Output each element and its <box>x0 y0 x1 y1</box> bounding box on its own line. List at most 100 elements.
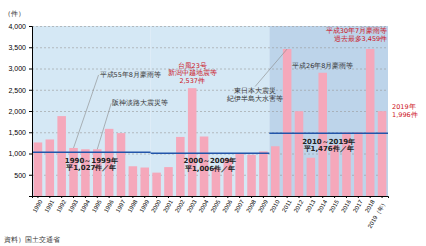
x-tick: 1993 <box>67 196 79 214</box>
y-tick: 4,000 <box>8 23 32 30</box>
x-tick: 2003 <box>186 196 198 214</box>
y-tick-label: 500 <box>14 171 26 178</box>
x-tick-mark <box>73 196 74 198</box>
x-tick-mark <box>370 196 371 198</box>
bar <box>354 132 363 196</box>
y-tick-mark <box>29 47 32 48</box>
x-tick: 1992 <box>55 196 67 214</box>
x-tick-label: 2013 <box>305 198 317 213</box>
y-tick-label: 1,500 <box>8 129 26 136</box>
x-tick-label: 2002 <box>174 198 186 213</box>
x-tick-mark <box>334 196 335 198</box>
x-tick-mark <box>382 196 383 198</box>
y-axis-line <box>29 27 33 197</box>
x-tick-mark <box>358 196 359 198</box>
x-tick-mark <box>121 196 122 198</box>
bar <box>46 139 55 196</box>
average-line <box>151 152 270 154</box>
bar <box>247 155 256 196</box>
bar <box>152 173 161 196</box>
x-tick-mark <box>85 196 86 198</box>
x-tick: 2005 <box>210 196 222 214</box>
x-tick: 2011 <box>281 196 293 213</box>
bar <box>235 153 244 196</box>
grid <box>32 27 388 176</box>
x-tick-label: 2016 <box>340 198 352 213</box>
x-tick-mark <box>156 196 157 198</box>
bar <box>259 151 268 196</box>
x-tick-label: 2004 <box>198 198 210 213</box>
x-tick: 1998 <box>127 196 139 214</box>
x-tick-label: 1993 <box>67 198 79 213</box>
bar <box>34 142 43 196</box>
y-tick-mark <box>29 26 32 27</box>
x-tick-label: 1994 <box>79 198 91 213</box>
x-tick-label: 1992 <box>55 198 67 213</box>
average-line <box>269 133 388 135</box>
chart: 5001,0001,5002,0002,5003,0003,5004,00019… <box>0 0 426 246</box>
bar <box>283 49 292 196</box>
x-tick: 1996 <box>103 196 115 214</box>
x-tick-label: 2017 <box>352 198 364 213</box>
period-label-line: 平1,027件／年 <box>65 164 116 172</box>
x-tick: 2016 <box>340 196 352 214</box>
y-tick-mark <box>29 154 32 155</box>
x-tick: 2010 <box>269 196 281 214</box>
x-tick-label: 2012 <box>293 198 305 213</box>
period-label-line: 平1,006件／年 <box>184 165 235 173</box>
x-tick: 2000 <box>150 196 162 214</box>
bar <box>366 49 375 196</box>
grid-tick <box>32 111 388 112</box>
bar <box>318 73 327 196</box>
x-tick-label: 2000 <box>150 198 162 213</box>
x-tick-label: 2015 <box>328 198 340 213</box>
x-tick-mark <box>97 196 98 198</box>
y-tick-label: 3,000 <box>8 65 26 72</box>
bar <box>140 168 149 196</box>
x-tick: 2013 <box>305 196 317 214</box>
bar <box>164 167 173 196</box>
x-tick-mark <box>251 196 252 198</box>
y-tick: 500 <box>14 171 32 178</box>
marks <box>32 49 388 196</box>
bar <box>188 88 197 196</box>
x-tick-mark <box>310 196 311 198</box>
x-tick: 2008 <box>245 196 257 214</box>
x-tick: 2004 <box>198 196 210 214</box>
y-tick-mark <box>29 175 32 176</box>
y-tick-label: 2,000 <box>8 108 26 115</box>
x-tick-mark <box>346 196 347 198</box>
period-label: 1990～1999年平1,027件／年 <box>65 157 118 173</box>
x-tick: 1990 <box>32 196 44 214</box>
grid-line <box>32 111 388 112</box>
x-tick-mark <box>49 196 50 198</box>
y-tick-mark <box>29 111 32 112</box>
x-tick-label: 2005 <box>210 198 222 213</box>
x-tick-mark <box>227 196 228 198</box>
annotation-line: 紀伊半島大水害等 <box>227 95 283 103</box>
x-tick-label: 1997 <box>115 198 127 213</box>
leaders <box>74 49 288 149</box>
y-tick: 1,000 <box>8 150 32 157</box>
annotation: 平成30年7月豪雨等過去最多3,459件 <box>326 27 387 43</box>
x-tick-label: 1998 <box>127 198 139 213</box>
x-tick-mark <box>215 196 216 198</box>
x-tick-mark <box>61 196 62 198</box>
annotation-line: 2,537件 <box>179 77 205 85</box>
annotation-leader <box>97 103 111 149</box>
y-tick: 3,000 <box>8 65 32 72</box>
x-tick-mark <box>180 196 181 198</box>
x-tick: 2009 <box>257 196 269 214</box>
texts: 1990～1999年平1,027件／年2000～2009年平1,006件／年20… <box>65 27 418 173</box>
x-tick: 2001 <box>162 196 174 214</box>
bar <box>295 111 304 196</box>
x-tick: 2015 <box>328 196 340 214</box>
x-tick-label: 1995 <box>91 198 103 213</box>
source: 資料）国土交通省 <box>4 236 60 244</box>
x-tick-mark <box>37 196 38 198</box>
x-axis-line <box>33 197 389 199</box>
y-tick-mark <box>29 132 32 133</box>
x-tick: 1997 <box>115 196 127 214</box>
x-tick: 1994 <box>79 196 91 214</box>
x-tick: 2018 <box>364 196 376 214</box>
